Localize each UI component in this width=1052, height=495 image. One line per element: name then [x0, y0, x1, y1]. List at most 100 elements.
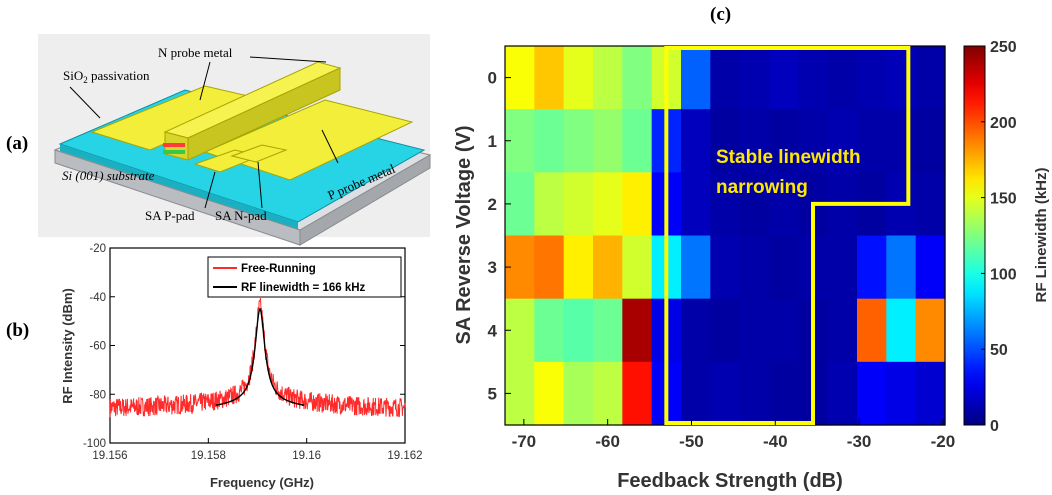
heatmap-cell: [563, 109, 594, 173]
heatmap-cell: [534, 46, 565, 110]
legend-label-fit: RF linewidth = 166 kHz: [241, 282, 366, 294]
legend-box: [207, 256, 402, 298]
heatmap-cell: [857, 46, 887, 110]
heatmap-cell: [710, 46, 741, 110]
heatmap-cell: [827, 361, 858, 426]
label-substrate: Si (001) substrate: [62, 168, 155, 183]
heatmap-cell: [563, 361, 594, 426]
legend-label-free-running: Free-Running: [241, 263, 316, 275]
pointer-sa-ppad: [204, 171, 216, 209]
heatmap-x-tick-label: -20: [931, 432, 956, 451]
heatmap-cell: [710, 109, 741, 173]
heatmap-cell: [563, 172, 594, 237]
rf-y-ticks: -100 -80 -60 -40 -20: [83, 243, 405, 450]
colorbar-tick-label: 0: [990, 418, 999, 435]
rf-y-tick-label: -100: [83, 438, 106, 450]
heatmap-cell: [915, 46, 946, 110]
linewidth-heatmap: Stable linewidth narrowing 0 1 2 3 4 5 -70 -60…: [453, 39, 1050, 492]
heatmap-cell: [769, 109, 799, 173]
label-sa-ppad: SA P-pad: [145, 208, 195, 223]
heatmap-cell: [886, 235, 917, 300]
rf-y-tick-label: -80: [89, 389, 106, 401]
heatmap-cell: [622, 235, 653, 300]
heatmap-cell: [798, 46, 829, 110]
heatmap-cell: [593, 361, 623, 426]
rf-x-tick-label: 19.16: [292, 450, 321, 462]
device-schematic: N probe metal SiO2 passivation Si (001) …: [38, 34, 432, 246]
pointer-sa-npad: [257, 161, 263, 209]
heatmap-cell: [534, 235, 565, 300]
heatmap-cell: [534, 172, 565, 237]
substrate-side: [299, 154, 431, 246]
heatmap-cell: [710, 235, 741, 300]
heatmap-cell: [739, 361, 770, 426]
heatmap-cell: [563, 298, 594, 363]
heatmap-cell: [827, 46, 858, 110]
heatmap-cell: [915, 172, 946, 237]
passivation-edge: [60, 144, 298, 229]
heatmap-cell: [886, 46, 917, 110]
heatmap-cell: [739, 298, 770, 363]
heatmap-cell: [769, 298, 799, 363]
heatmap-cell: [857, 298, 887, 363]
heatmap-cell: [739, 172, 770, 237]
heatmap-cell: [681, 361, 711, 426]
rf-x-tick-label: 19.156: [92, 450, 127, 462]
colorbar-tick-label: 150: [990, 191, 1017, 208]
heatmap-cell: [622, 109, 653, 173]
heatmap-cells: [505, 46, 946, 426]
heatmap-cell: [827, 235, 858, 300]
heatmap-y-axis-label: SA Reverse Voltage (V): [453, 126, 475, 345]
panel-label-c: (c): [710, 4, 732, 25]
rf-legend: Free-Running RF linewidth = 166 kHz: [207, 256, 402, 298]
heatmap-cell: [739, 235, 770, 300]
heatmap-x-tick-label: -40: [763, 432, 788, 451]
heatmap-cell: [915, 361, 946, 426]
heatmap-cell: [769, 235, 799, 300]
heatmap-cell: [563, 235, 594, 300]
colorbar-tick-label: 100: [990, 266, 1017, 283]
active-layer-green: [163, 150, 185, 154]
heatmap-cell: [710, 172, 741, 237]
heatmap-y-ticks: 0 1 2 3 4 5: [488, 69, 511, 403]
rf-y-axis-label: RF Intensity (dBm): [60, 288, 75, 404]
heatmap-x-tick-label: -30: [847, 432, 872, 451]
colorbar-tick-label: 50: [990, 342, 1008, 359]
heatmap-cell: [769, 46, 799, 110]
heatmap-y-tick-label: 3: [488, 258, 497, 277]
heatmap-y-tick-label: 5: [488, 384, 497, 403]
heatmap-cell: [622, 361, 653, 426]
heatmap-cell: [563, 46, 594, 110]
pointer-n-probe-2: [199, 61, 211, 101]
rf-x-tick-label: 19.158: [191, 450, 226, 462]
active-layer-red: [163, 143, 185, 147]
heatmap-cell: [739, 109, 770, 173]
heatmap-cell: [857, 361, 887, 426]
label-n-probe: N probe metal: [158, 45, 233, 60]
heatmap-cell: [915, 298, 946, 363]
heatmap-cell: [710, 361, 741, 426]
heatmap-cell: [593, 46, 623, 110]
annotation-line-1: Stable linewidth: [716, 147, 861, 168]
heatmap-cell: [915, 109, 946, 173]
label-sio2: SiO2 passivation: [63, 68, 150, 85]
heatmap-cell: [622, 46, 653, 110]
colorbar: [963, 45, 986, 426]
rf-y-tick-label: -20: [89, 243, 106, 255]
heatmap-cell: [534, 109, 565, 173]
rf-x-ticks: 19.156 19.158 19.16 19.162: [92, 438, 423, 462]
heatmap-cell: [681, 235, 711, 300]
heatmap-cell: [769, 361, 799, 426]
colorbar-tick-label: 250: [990, 39, 1017, 56]
rf-spectrum-chart: -100 -80 -60 -40 -20 19.156 19.158 19.16 19.162…: [60, 243, 423, 490]
heatmap-x-tick-label: -50: [679, 432, 704, 451]
heatmap-cell: [593, 109, 623, 173]
annotation-line-2: narrowing: [716, 177, 808, 198]
heatmap-x-axis-label: Feedback Strength (dB): [617, 470, 843, 492]
rf-x-axis-label: Frequency (GHz): [210, 475, 314, 490]
heatmap-cell: [593, 298, 623, 363]
heatmap-cell: [857, 235, 887, 300]
heatmap-y-tick-label: 4: [488, 321, 498, 340]
heatmap-y-tick-label: 1: [488, 132, 497, 151]
